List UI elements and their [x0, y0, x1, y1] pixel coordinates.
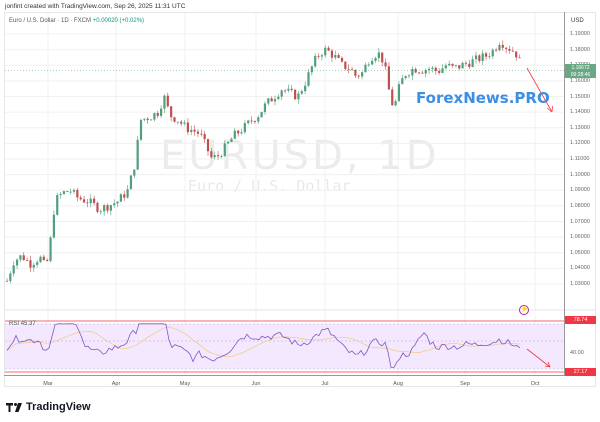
- rsi-mid-tick: 40.00: [570, 350, 584, 356]
- logo-text: TradingView: [26, 401, 91, 413]
- symbol-legend: Euro / U.S. Dollar · 1D · FXCM +0.00020 …: [9, 18, 144, 24]
- chart-frame: [4, 12, 596, 387]
- price-tick: 1.06000: [570, 234, 590, 241]
- last-price: 1.16672: [571, 65, 590, 71]
- month-tick: Oct: [530, 381, 540, 387]
- bar-countdown: 09:28:46: [570, 71, 591, 78]
- rsi-lower-tag: 27.17: [565, 368, 596, 376]
- price-tick: 1.15000: [570, 93, 590, 100]
- time-axis[interactable]: [4, 375, 564, 376]
- month-tick: Mar: [43, 381, 53, 387]
- price-tick: 1.13000: [570, 124, 590, 131]
- month-tick: Jul: [321, 381, 329, 387]
- month-tick: Apr: [111, 381, 121, 387]
- brand-overlay: ForexNews.PRO: [416, 89, 550, 107]
- price-tick: 1.04000: [570, 265, 590, 272]
- month-tick: Sep: [460, 381, 470, 387]
- price-tick: 1.07000: [570, 218, 590, 225]
- price-tick: 1.19000: [570, 31, 590, 37]
- symbol-watermark: EURUSD, 1D: [160, 133, 440, 179]
- price-tick: 1.16000: [570, 77, 590, 84]
- price-axis[interactable]: [564, 12, 565, 376]
- price-tick: 1.08000: [570, 202, 590, 209]
- tradingview-logo: TradingView: [6, 401, 91, 413]
- price-tick: 1.14000: [570, 109, 590, 116]
- month-tick: Aug: [393, 381, 403, 387]
- price-tick: 1.18000: [570, 46, 590, 53]
- rsi-value: 45.37: [20, 321, 36, 327]
- price-tick: 1.05000: [570, 249, 590, 256]
- price-tick: 1.09000: [570, 187, 590, 194]
- symbol-description: Euro / U.S. Dollar · 1D · FXCM: [9, 18, 92, 24]
- price-tick: 1.11000: [570, 156, 590, 162]
- price-change: +0.00020 (+0.02%): [92, 18, 145, 24]
- rsi-label: RSI: [9, 321, 20, 327]
- tv-logo-icon: [6, 402, 22, 412]
- price-tick: 1.12000: [570, 140, 590, 147]
- month-tick: Jun: [251, 381, 261, 387]
- currency-label: USD: [571, 18, 584, 24]
- price-tick: 1.10000: [570, 171, 590, 178]
- month-tick: May: [179, 381, 191, 387]
- rsi-upper-tag: 78.74: [565, 316, 596, 324]
- chart-credit: jonfint created with TradingView.com, Se…: [5, 3, 186, 10]
- last-price-tag: 1.16672 09:28:46: [565, 64, 596, 78]
- lightning-icon[interactable]: ⚡: [519, 305, 529, 315]
- price-tick: 1.03000: [570, 281, 590, 287]
- rsi-legend: RSI 45.37: [9, 321, 36, 327]
